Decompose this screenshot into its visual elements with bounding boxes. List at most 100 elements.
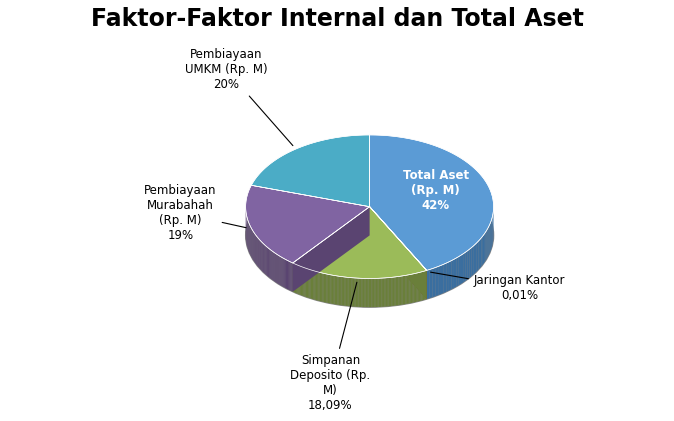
Polygon shape xyxy=(333,275,334,304)
Polygon shape xyxy=(366,278,367,307)
Polygon shape xyxy=(463,252,465,282)
Polygon shape xyxy=(417,273,418,302)
Polygon shape xyxy=(316,272,317,301)
Polygon shape xyxy=(346,277,347,306)
Polygon shape xyxy=(411,274,412,303)
Polygon shape xyxy=(487,227,489,257)
Polygon shape xyxy=(309,269,311,298)
Polygon shape xyxy=(392,277,393,306)
Polygon shape xyxy=(424,271,425,300)
Polygon shape xyxy=(355,278,356,307)
Polygon shape xyxy=(357,278,359,307)
Polygon shape xyxy=(272,251,274,281)
Polygon shape xyxy=(339,276,340,305)
Polygon shape xyxy=(489,223,490,254)
Polygon shape xyxy=(473,245,475,275)
Polygon shape xyxy=(264,244,265,274)
Polygon shape xyxy=(452,259,454,289)
Polygon shape xyxy=(278,255,280,285)
Polygon shape xyxy=(293,207,369,292)
Polygon shape xyxy=(379,278,380,307)
Polygon shape xyxy=(465,251,468,281)
Polygon shape xyxy=(408,274,410,304)
Polygon shape xyxy=(261,241,262,271)
Polygon shape xyxy=(415,273,417,302)
Polygon shape xyxy=(360,278,361,307)
Polygon shape xyxy=(396,277,397,306)
Polygon shape xyxy=(305,268,306,297)
Polygon shape xyxy=(271,250,272,279)
Polygon shape xyxy=(290,262,292,291)
Polygon shape xyxy=(438,265,441,295)
Polygon shape xyxy=(397,277,398,305)
Polygon shape xyxy=(380,278,381,307)
Polygon shape xyxy=(276,254,278,283)
Polygon shape xyxy=(393,277,394,306)
Polygon shape xyxy=(374,278,375,307)
Polygon shape xyxy=(293,207,427,278)
Polygon shape xyxy=(471,246,473,277)
Polygon shape xyxy=(347,277,348,306)
Polygon shape xyxy=(344,277,346,306)
Polygon shape xyxy=(394,277,396,306)
Polygon shape xyxy=(359,278,360,307)
Polygon shape xyxy=(446,262,449,292)
Polygon shape xyxy=(317,272,318,301)
Polygon shape xyxy=(441,264,443,294)
Polygon shape xyxy=(260,240,261,270)
Polygon shape xyxy=(293,207,369,292)
Polygon shape xyxy=(414,274,415,303)
Polygon shape xyxy=(481,236,483,266)
Polygon shape xyxy=(300,266,301,295)
Polygon shape xyxy=(369,207,427,299)
Polygon shape xyxy=(330,275,332,304)
Polygon shape xyxy=(328,274,329,303)
Polygon shape xyxy=(369,135,493,270)
Polygon shape xyxy=(377,278,379,307)
Polygon shape xyxy=(412,274,414,303)
Polygon shape xyxy=(456,257,459,287)
Polygon shape xyxy=(407,275,408,304)
Title: Faktor-Faktor Internal dan Total Aset: Faktor-Faktor Internal dan Total Aset xyxy=(90,7,584,31)
Polygon shape xyxy=(381,278,383,307)
Polygon shape xyxy=(427,269,429,299)
Polygon shape xyxy=(265,245,266,274)
Polygon shape xyxy=(404,275,405,304)
Polygon shape xyxy=(318,272,319,301)
Polygon shape xyxy=(263,243,264,273)
Text: Pembiayaan
Murabahah
(Rp. M)
19%: Pembiayaan Murabahah (Rp. M) 19% xyxy=(144,184,246,242)
Polygon shape xyxy=(312,270,313,299)
Polygon shape xyxy=(292,262,293,292)
Polygon shape xyxy=(400,276,401,305)
Polygon shape xyxy=(429,269,433,298)
Polygon shape xyxy=(435,266,438,296)
Polygon shape xyxy=(299,266,300,295)
Polygon shape xyxy=(297,265,299,294)
Polygon shape xyxy=(269,248,270,278)
Polygon shape xyxy=(386,278,387,306)
Polygon shape xyxy=(423,271,424,300)
Text: Total Aset
(Rp. M)
42%: Total Aset (Rp. M) 42% xyxy=(403,169,469,212)
Polygon shape xyxy=(274,253,276,282)
Text: Jaringan Kantor
0,01%: Jaringan Kantor 0,01% xyxy=(431,272,565,301)
Polygon shape xyxy=(369,207,427,270)
Polygon shape xyxy=(367,278,369,307)
Polygon shape xyxy=(295,264,296,293)
Polygon shape xyxy=(342,277,343,306)
Polygon shape xyxy=(490,221,491,252)
Polygon shape xyxy=(325,274,326,303)
Polygon shape xyxy=(340,277,342,305)
Polygon shape xyxy=(356,278,357,307)
Polygon shape xyxy=(443,263,446,293)
Polygon shape xyxy=(459,255,461,285)
Polygon shape xyxy=(369,207,427,299)
Polygon shape xyxy=(425,270,427,299)
Polygon shape xyxy=(449,261,452,290)
Polygon shape xyxy=(461,254,463,284)
Polygon shape xyxy=(289,261,290,290)
Polygon shape xyxy=(294,264,295,293)
Polygon shape xyxy=(270,249,271,279)
Polygon shape xyxy=(421,272,423,301)
Polygon shape xyxy=(308,269,309,298)
Polygon shape xyxy=(405,275,407,304)
